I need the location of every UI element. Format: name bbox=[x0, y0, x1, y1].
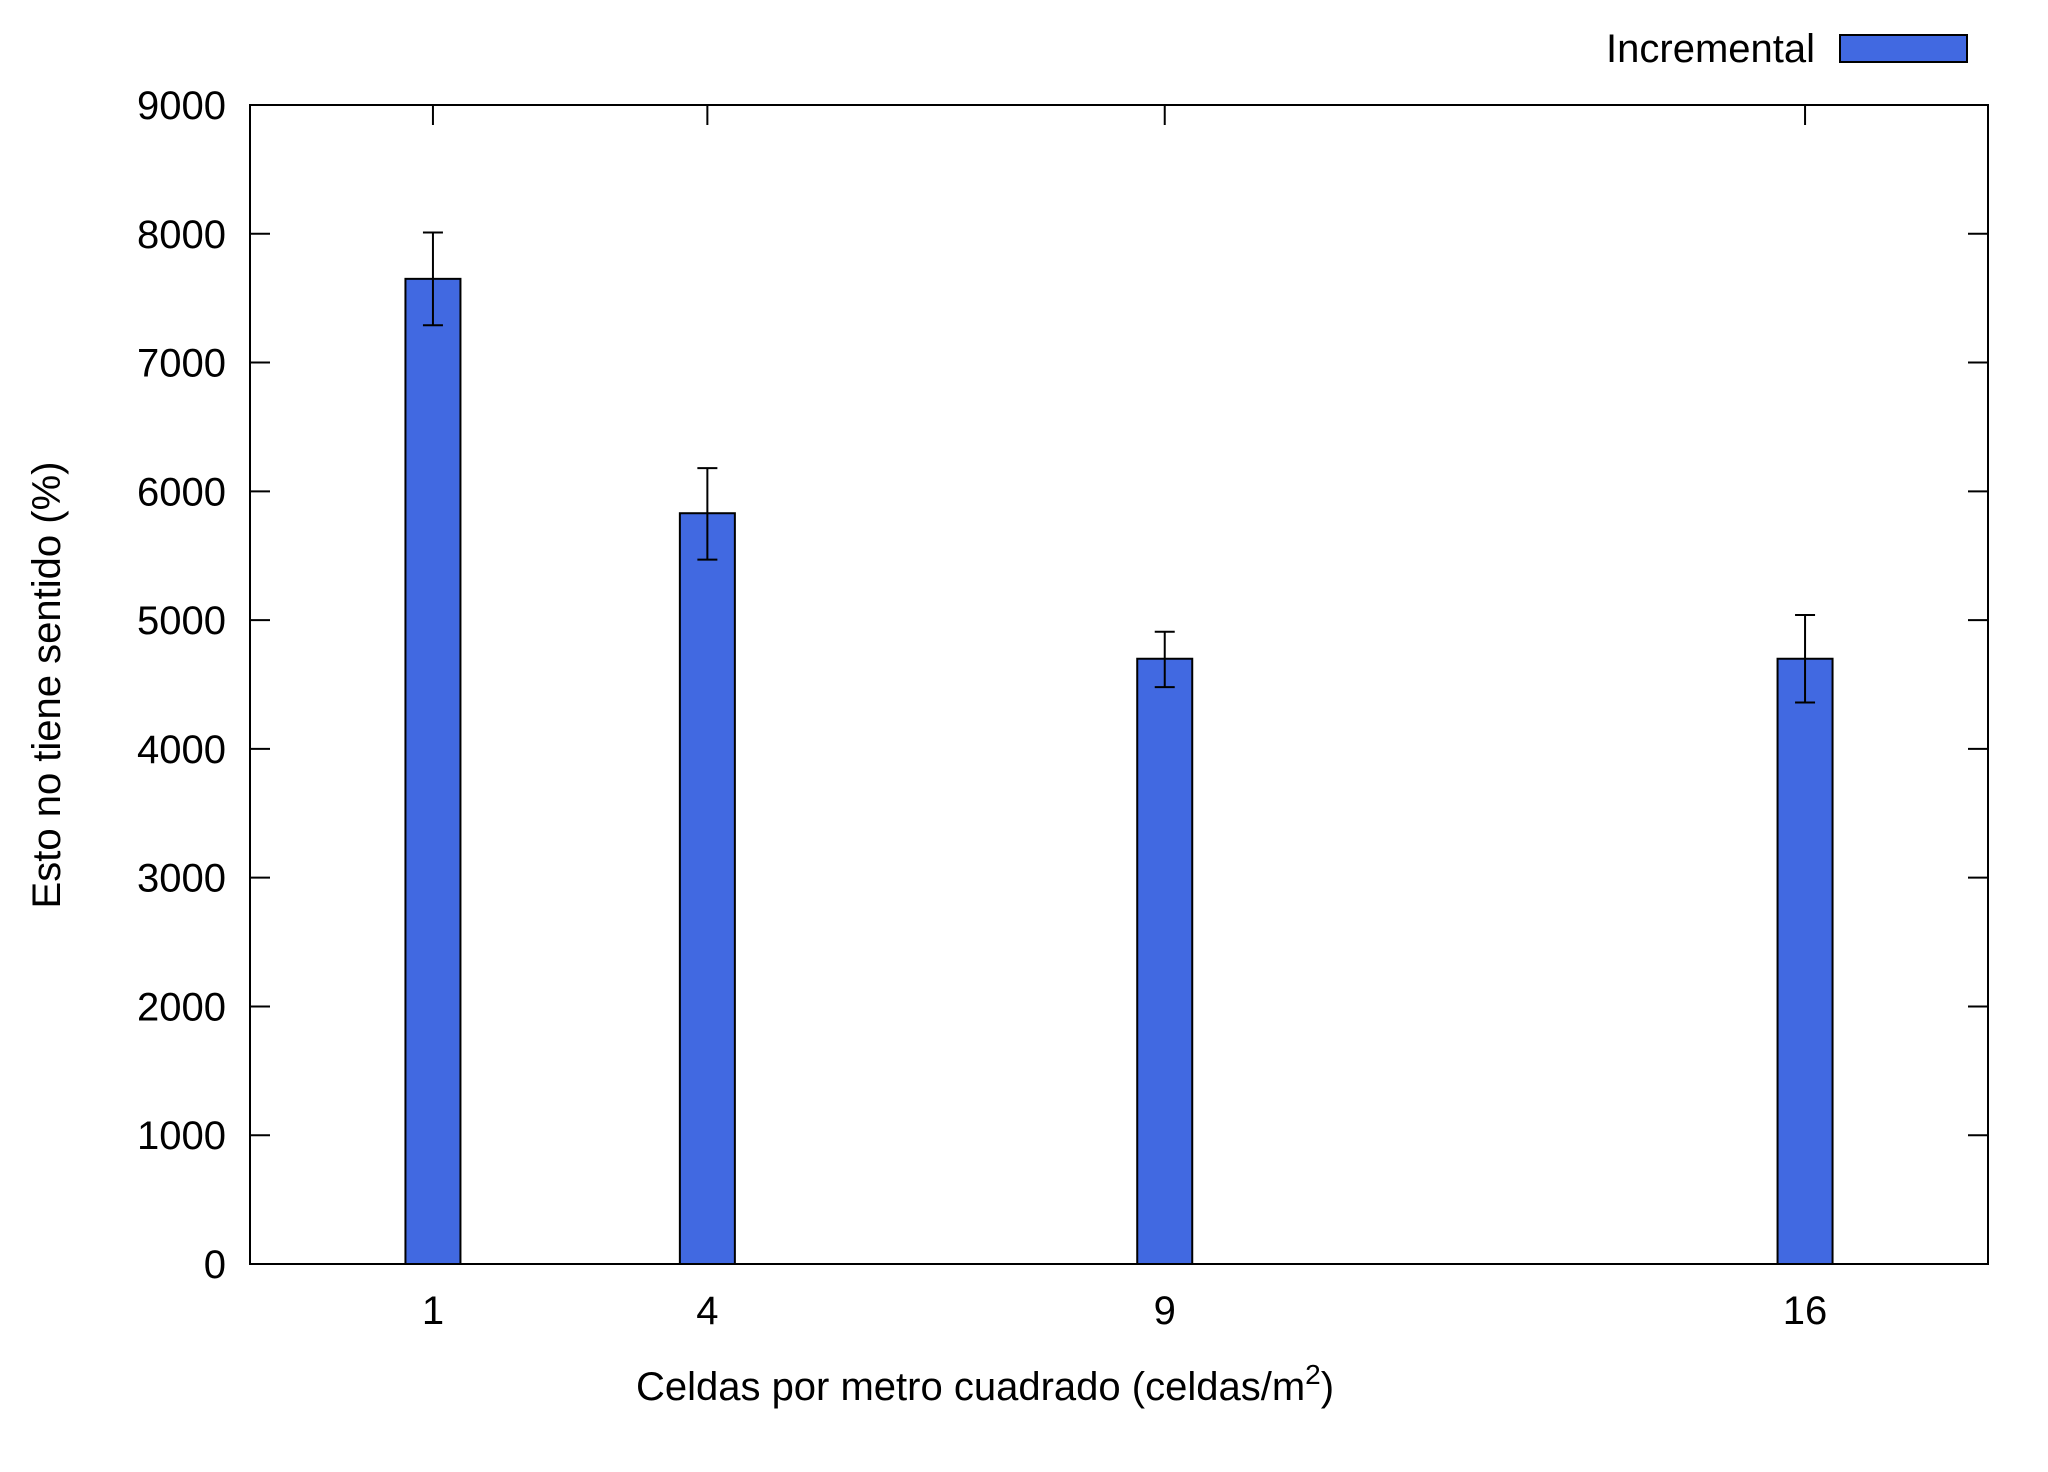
x-axis-label-superscript: 2 bbox=[1305, 1359, 1321, 1390]
plot-frame bbox=[249, 104, 1989, 1265]
y-axis-label: Esto no tiene sentido (%) bbox=[25, 462, 69, 909]
x-tick-label: 4 bbox=[696, 1289, 718, 1333]
bars-series-incremental bbox=[404, 277, 1834, 1266]
bar bbox=[1776, 657, 1834, 1265]
y-tick-label: 3000 bbox=[137, 857, 226, 901]
x-tick-label: 1 bbox=[422, 1289, 444, 1333]
y-tick-label: 5000 bbox=[137, 599, 226, 643]
y-tick-label: 9000 bbox=[137, 84, 226, 128]
bar bbox=[1136, 657, 1194, 1265]
x-axis-label-main: Celdas por metro cuadrado (celdas/m bbox=[636, 1365, 1305, 1409]
legend-label: Incremental bbox=[1606, 27, 1815, 71]
error-bars bbox=[422, 231, 1816, 704]
y-tick-label: 0 bbox=[204, 1243, 226, 1287]
y-tick-label: 1000 bbox=[137, 1114, 226, 1158]
y-tick-label: 6000 bbox=[137, 470, 226, 514]
x-axis-ticks: 1 4 9 16 bbox=[422, 105, 1827, 1333]
x-tick-label: 16 bbox=[1783, 1289, 1828, 1333]
x-axis-label: Celdas por metro cuadrado (celdas/m2) bbox=[636, 1359, 1334, 1409]
x-tick-label: 9 bbox=[1154, 1289, 1176, 1333]
y-tick-label: 2000 bbox=[137, 985, 226, 1029]
y-tick-label: 4000 bbox=[137, 728, 226, 772]
y-tick-label: 8000 bbox=[137, 213, 226, 257]
bar bbox=[404, 277, 462, 1266]
bar bbox=[678, 512, 736, 1265]
legend-swatch bbox=[1839, 34, 1968, 63]
legend: Incremental bbox=[1606, 27, 1968, 71]
plot-border bbox=[249, 104, 1989, 1265]
x-axis-label-end: ) bbox=[1321, 1365, 1334, 1409]
y-tick-label: 7000 bbox=[137, 342, 226, 386]
y-axis-ticks: 0 1000 2000 3000 4000 5000 6000 7000 8000 9000 bbox=[137, 84, 1988, 1287]
